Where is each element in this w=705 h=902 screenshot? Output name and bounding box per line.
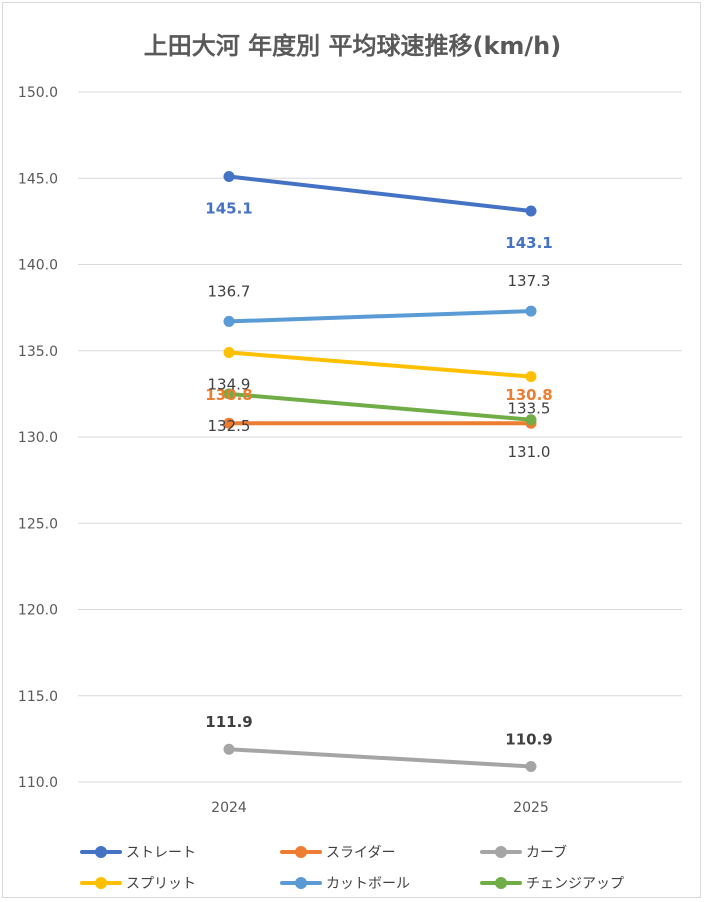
data-point [525,760,537,772]
chart-title: 上田大河 年度別 平均球速推移(km/h) [143,32,562,60]
data-label: 137.3 [508,272,551,290]
y-tick-label: 130.0 [18,430,58,446]
data-point [525,371,537,383]
data-label: 131.0 [508,443,551,461]
data-point [223,417,235,429]
y-tick-label: 135.0 [18,344,58,360]
data-label: 132.5 [208,417,251,435]
data-label: 133.5 [508,400,551,418]
data-label: 111.9 [205,713,252,731]
y-tick-label: 125.0 [18,516,58,532]
series-line [227,747,533,769]
data-label: 134.9 [208,375,251,393]
data-point [525,205,537,217]
data-point [223,315,235,327]
data-point [223,743,235,755]
gridlines [78,91,682,783]
data-label: 136.7 [208,282,251,300]
data-point [223,171,235,183]
y-tick-label: 140.0 [18,258,58,274]
data-point [525,414,537,426]
y-tick-label: 150.0 [18,85,58,101]
y-tick-label: 110.0 [18,775,58,791]
y-tick-label: 120.0 [18,603,58,619]
y-tick-label: 115.0 [18,689,58,705]
data-point [223,388,235,400]
x-tick-label: 2025 [513,800,549,816]
data-point [223,346,235,358]
series-line [227,350,533,379]
data-label: 145.1 [205,200,252,218]
data-label: 130.8 [205,386,252,404]
data-label: 143.1 [505,234,552,252]
data-label: 110.9 [505,730,552,748]
y-tick-label: 145.0 [18,171,58,187]
series-line [227,309,533,324]
series-group [223,171,537,772]
data-point [525,305,537,317]
series-line [227,391,533,422]
y-axis: 110.0 115.0 120.0 125.0 130.0 135.0 140.0 145.0… [18,85,58,791]
data-label: 130.8 [505,386,552,404]
series-line [227,174,533,214]
x-tick-label: 2024 [211,800,247,816]
data-labels: 145.1 143.1 130.8 130.8 111.9 110.9 134.9 133.5… [205,200,552,749]
x-axis: 2024 2025 [211,800,549,816]
